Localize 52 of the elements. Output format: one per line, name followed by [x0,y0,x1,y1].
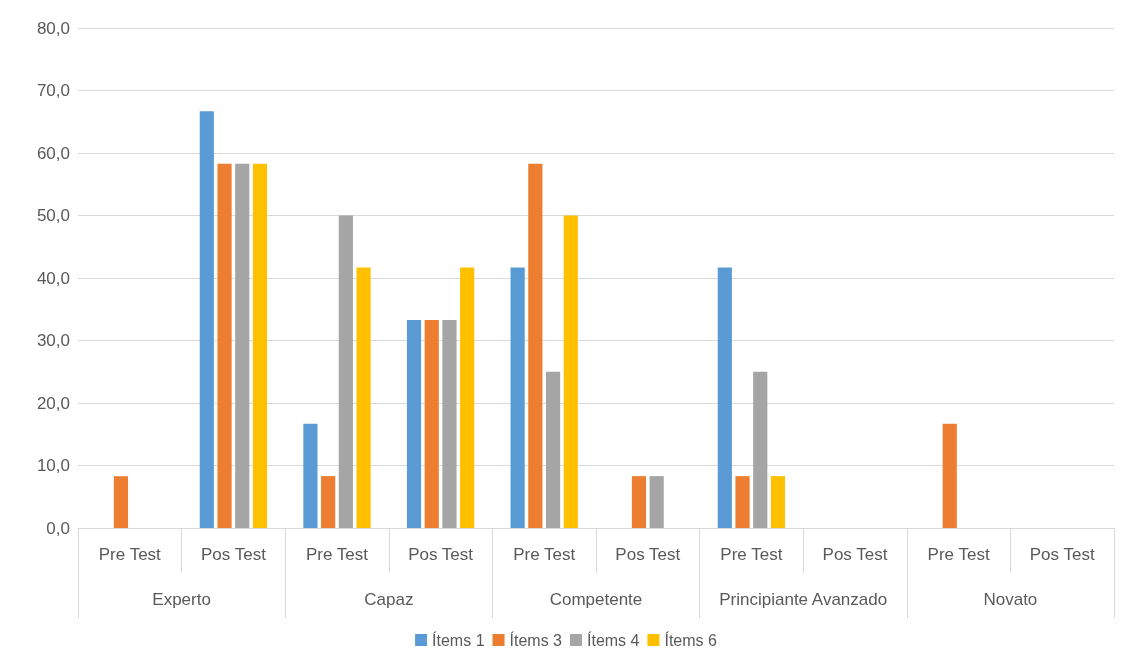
bar [649,476,664,528]
bar [217,163,232,528]
legend-label: Ítems 6 [664,630,718,649]
bar [424,319,439,528]
legend-label: Ítems 4 [587,630,640,649]
text: Principiante Avanzado [719,590,888,609]
y-tick-label: 70,0 [36,81,70,100]
bar [442,319,457,528]
bar [563,215,578,528]
y-tick-label: 50,0 [36,206,70,225]
x-tick-label: Pos Test [615,545,681,564]
bar [753,371,768,528]
bar [545,371,561,528]
y-tick-label: 40,0 [36,268,70,288]
x-tick-label: Pre Test [513,545,576,564]
legend-label: Ítems 1 [432,630,485,649]
legend-label: Ítems 3 [509,630,563,649]
y-tick-label: 20,0 [36,393,70,413]
bar [770,476,786,528]
x-tick-label: Pre Test [305,545,369,564]
y-tick-label: 80,0 [36,18,70,38]
bar [510,267,525,528]
x-tick-label: Pre Test [720,545,783,564]
bar [252,163,268,528]
text: Novato [983,590,1038,609]
bar [356,267,371,528]
bar [460,267,475,528]
bar [735,476,750,528]
x-tick-label: Pos Test [1029,545,1095,564]
text: Capaz [364,590,414,609]
bar [303,423,318,528]
bar [235,163,250,528]
text: Competente [549,590,643,609]
x-tick-label: Pos Test [408,545,474,564]
x-tick-label: Pos Test [822,545,888,564]
bar [406,319,422,528]
bar [942,423,957,528]
bar [199,111,214,528]
bar [338,215,353,528]
y-tick-label: 10,0 [36,456,70,475]
x-tick-label: Pos Test [200,545,267,564]
x-tick-label: Pre Test [98,545,162,564]
bar [717,267,732,528]
y-tick-label: 30,0 [36,331,70,350]
bar [321,476,336,528]
x-tick-label: Pre Test [927,545,990,564]
y-tick-label: 60,0 [36,143,70,163]
y-tick-label: 0,0 [46,518,70,538]
bar [113,476,129,528]
bar [528,163,543,528]
bar [631,476,647,528]
text: Experto [152,590,211,609]
